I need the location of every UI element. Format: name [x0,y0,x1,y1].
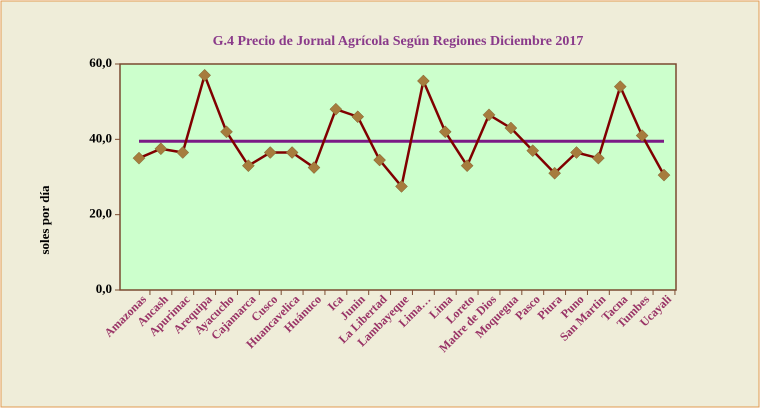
data-point [613,80,627,93]
data-point [154,142,168,156]
data-point [351,110,365,124]
data-point [329,102,343,116]
y-tick-label: 20,0 [89,206,112,221]
y-axis-label: soles por día [37,185,52,255]
plot-area [119,63,677,291]
data-point [438,125,452,139]
data-point [635,129,649,142]
data-point [242,159,255,173]
data-point [373,153,386,167]
data-point [482,108,496,122]
data-point [460,159,474,173]
data-point [417,74,430,88]
data-point [263,146,277,159]
data-point [657,168,671,182]
data-point [592,151,605,165]
data-point [570,146,583,159]
y-tick-label: 0,0 [96,281,112,296]
data-point [395,180,408,193]
data-point [548,166,561,180]
data-point [307,161,321,174]
data-point [526,144,540,157]
data-point [198,68,211,82]
data-point [285,146,299,159]
chart-title: G.4 Precio de Jornal Agrícola Según Regi… [213,34,584,49]
y-tick-label: 60,0 [89,55,112,70]
y-tick-label: 40,0 [89,130,112,145]
data-point [132,151,146,165]
data-point [220,125,233,139]
data-point [504,121,518,135]
data-point [176,146,190,159]
